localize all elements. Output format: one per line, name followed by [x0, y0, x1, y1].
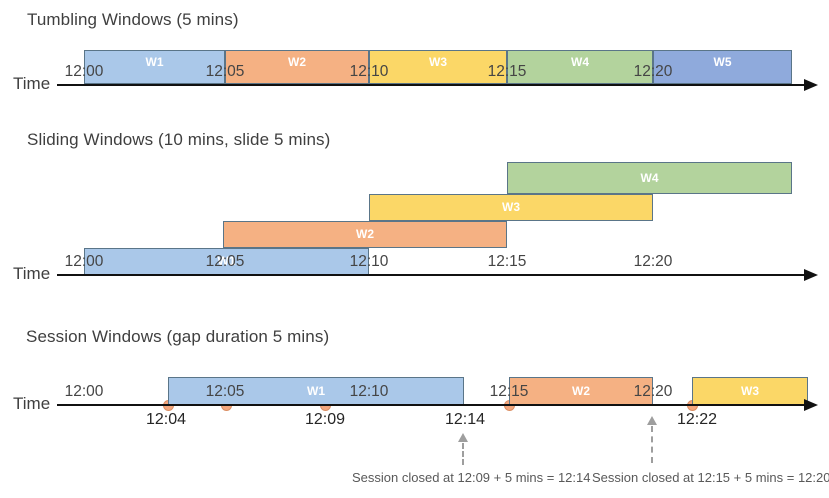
window-label: W4 — [640, 171, 659, 185]
window-box-session-w3 — [692, 377, 808, 405]
time-axis-label: Time — [13, 394, 51, 413]
tick-label: 12:15 — [489, 383, 529, 400]
window-box-tumbling-w4 — [507, 50, 653, 84]
timeline-arrowhead-icon — [804, 399, 818, 411]
tick-label: 12:05 — [205, 63, 245, 80]
window-box-tumbling-w2 — [225, 50, 369, 84]
session-close-arrow-icon — [647, 416, 657, 425]
window-box-sliding-w3 — [369, 194, 653, 221]
window-label: W4 — [571, 55, 589, 69]
window-label: W2 — [288, 55, 306, 69]
tick-label: 12:20 — [633, 253, 673, 270]
window-label: W3 — [741, 384, 759, 398]
event-time-label: 12:04 — [145, 411, 187, 428]
time-axis-label: Time — [13, 264, 51, 283]
session-close-arrow-line — [651, 426, 653, 463]
section-title-tumbling: Tumbling Windows (5 mins) — [27, 10, 239, 29]
tick-label: 12:20 — [633, 63, 673, 80]
window-label: W2 — [572, 384, 590, 398]
window-box-sliding-w2 — [223, 221, 507, 248]
tick-label: 12:20 — [633, 383, 673, 400]
window-label: W3 — [502, 200, 520, 214]
tick-label: 12:05 — [205, 383, 245, 400]
event-time-label: 12:22 — [676, 411, 718, 428]
window-box-sliding-w4 — [507, 162, 792, 194]
section-title-session: Session Windows (gap duration 5 mins) — [26, 327, 330, 346]
tick-label: 12:15 — [487, 253, 527, 270]
window-box-tumbling-w3 — [369, 50, 507, 84]
tick-label: 12:10 — [349, 383, 389, 400]
timeline — [57, 84, 804, 86]
window-box-session-w1 — [168, 377, 464, 405]
window-label: W1 — [217, 254, 236, 268]
timeline-arrowhead-icon — [804, 79, 818, 91]
tick-label: 12:00 — [64, 253, 104, 270]
session-close-arrow-line — [462, 443, 464, 465]
window-label: W2 — [356, 227, 374, 241]
session-close-arrow-icon — [458, 433, 468, 442]
tick-label: 12:15 — [487, 63, 527, 80]
tick-label: 12:10 — [349, 63, 389, 80]
time-axis-label: Time — [13, 74, 51, 93]
event-time-label: 12:14 — [444, 411, 486, 428]
timeline-arrowhead-icon — [804, 269, 818, 281]
window-box-tumbling-w1 — [84, 50, 225, 84]
window-label: W1 — [307, 384, 325, 398]
tick-label: 12:00 — [64, 383, 104, 400]
event-time-label: 12:09 — [304, 411, 346, 428]
tick-label: 12:10 — [349, 253, 389, 270]
window-label: W3 — [429, 55, 447, 69]
tick-label: 12:00 — [64, 63, 104, 80]
session-close-caption: Session closed at 12:15 + 5 mins = 12:20 — [592, 470, 829, 485]
section-title-sliding: Sliding Windows (10 mins, slide 5 mins) — [27, 130, 331, 149]
window-label: W5 — [713, 55, 732, 69]
timeline — [57, 274, 804, 276]
window-label: W1 — [145, 55, 164, 69]
tick-label: 12:05 — [205, 253, 245, 270]
window-box-tumbling-w5 — [653, 50, 792, 84]
session-close-caption: Session closed at 12:09 + 5 mins = 12:14 — [352, 470, 591, 485]
timeline — [57, 404, 804, 406]
